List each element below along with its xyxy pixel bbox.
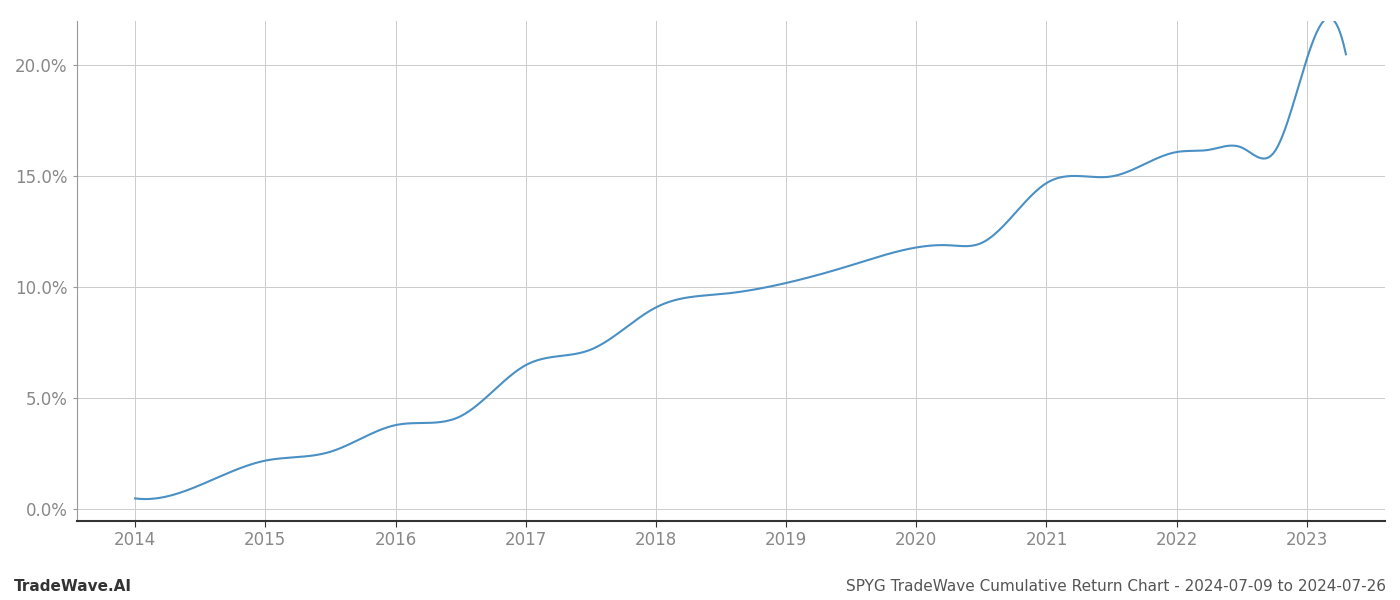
Text: TradeWave.AI: TradeWave.AI xyxy=(14,579,132,594)
Text: SPYG TradeWave Cumulative Return Chart - 2024-07-09 to 2024-07-26: SPYG TradeWave Cumulative Return Chart -… xyxy=(846,579,1386,594)
